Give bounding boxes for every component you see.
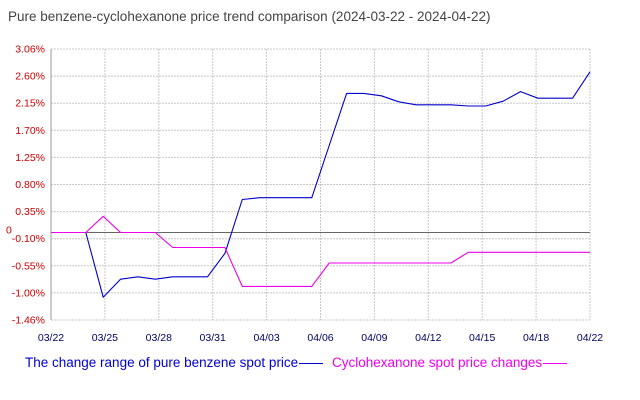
- y-tick-label: -0.55%: [12, 260, 45, 272]
- x-tick-label: 04/09: [361, 332, 387, 344]
- y-tick-label: 1.25%: [15, 152, 45, 164]
- y-tick-label: -0.10%: [12, 233, 45, 245]
- x-tick-label: 04/22: [577, 332, 603, 344]
- legend: The change range of pure benzene spot pr…: [25, 355, 572, 370]
- x-tick-label: 04/06: [307, 332, 333, 344]
- legend-label-pure-benzene: The change range of pure benzene spot pr…: [25, 355, 299, 370]
- legend-item-pure-benzene: The change range of pure benzene spot pr…: [25, 355, 332, 370]
- legend-label-cyclohexanone: Cyclohexanone spot price changes: [331, 355, 543, 370]
- y-tick-label: 0.35%: [15, 206, 45, 218]
- x-tick-label: 04/12: [415, 332, 441, 344]
- y-tick-label: 1.70%: [15, 125, 45, 137]
- series-line-cyclohexanone: [51, 215, 590, 287]
- y-tick-label: 2.15%: [15, 98, 45, 110]
- y-tick-label: -1.46%: [12, 315, 45, 327]
- x-tick-label: 04/15: [469, 332, 495, 344]
- chart-title: Pure benzene-cyclohexanone price trend c…: [8, 9, 491, 24]
- x-tick-label: 03/25: [92, 332, 118, 344]
- x-tick-label: 03/22: [38, 332, 64, 344]
- x-tick-label: 04/03: [253, 332, 279, 344]
- x-tick-label: 03/31: [200, 332, 226, 344]
- y-tick-label: 2.60%: [15, 71, 45, 83]
- legend-item-cyclohexanone: Cyclohexanone spot price changes: [332, 355, 572, 370]
- series-line-pure-benzene: [51, 71, 591, 298]
- y-tick-label: -1.00%: [12, 287, 45, 299]
- zero-label: 0: [6, 224, 12, 236]
- x-tick-label: 04/18: [523, 332, 549, 344]
- y-tick-label: 3.06%: [15, 44, 45, 56]
- x-tick-label: 03/28: [146, 332, 172, 344]
- legend-line-pure-benzene: [299, 362, 324, 364]
- legend-line-cyclohexanone: [543, 362, 568, 364]
- y-tick-label: 0.80%: [15, 179, 45, 191]
